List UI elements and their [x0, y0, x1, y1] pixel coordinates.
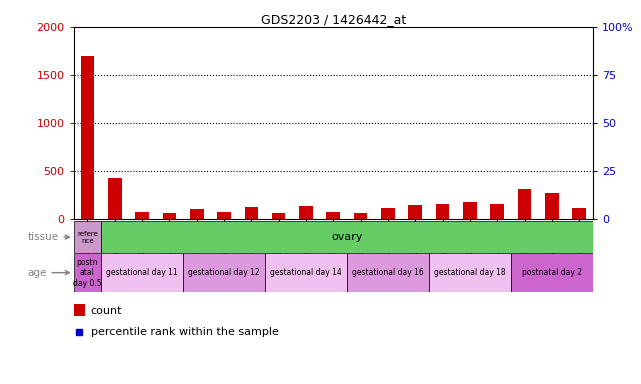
Bar	[572, 208, 586, 219]
Text: age: age	[28, 268, 69, 278]
Bar	[429, 253, 511, 292]
Bar	[511, 253, 593, 292]
Bar	[347, 253, 429, 292]
Bar	[74, 304, 85, 316]
Bar	[272, 213, 285, 219]
Text: postn
atal
day 0.5: postn atal day 0.5	[73, 258, 102, 288]
Text: gestational day 16: gestational day 16	[352, 268, 424, 277]
Bar	[74, 221, 101, 253]
Bar	[518, 189, 531, 219]
Bar	[244, 207, 258, 219]
Bar	[163, 213, 176, 219]
Text: percentile rank within the sample: percentile rank within the sample	[91, 328, 279, 338]
Bar	[436, 204, 449, 219]
Bar	[74, 253, 101, 292]
Bar	[265, 253, 347, 292]
Text: tissue: tissue	[28, 232, 69, 242]
Text: gestational day 14: gestational day 14	[270, 268, 342, 277]
Bar	[217, 212, 231, 219]
Bar	[108, 177, 122, 219]
Text: postnatal day 2: postnatal day 2	[522, 268, 582, 277]
Text: gestational day 12: gestational day 12	[188, 268, 260, 277]
Bar	[408, 205, 422, 219]
Bar	[190, 209, 204, 219]
Bar	[299, 207, 313, 219]
Text: count: count	[91, 306, 122, 316]
Bar	[463, 202, 477, 219]
Bar	[326, 212, 340, 219]
Bar	[81, 56, 94, 219]
Title: GDS2203 / 1426442_at: GDS2203 / 1426442_at	[261, 13, 406, 26]
Bar	[545, 194, 559, 219]
Text: refere
nce: refere nce	[77, 231, 98, 243]
Bar	[135, 212, 149, 219]
Bar	[490, 204, 504, 219]
Bar	[354, 213, 367, 219]
Text: ovary: ovary	[331, 232, 363, 242]
Text: gestational day 11: gestational day 11	[106, 268, 178, 277]
Bar	[101, 253, 183, 292]
Bar	[183, 253, 265, 292]
Text: gestational day 18: gestational day 18	[434, 268, 506, 277]
Bar	[381, 208, 395, 219]
